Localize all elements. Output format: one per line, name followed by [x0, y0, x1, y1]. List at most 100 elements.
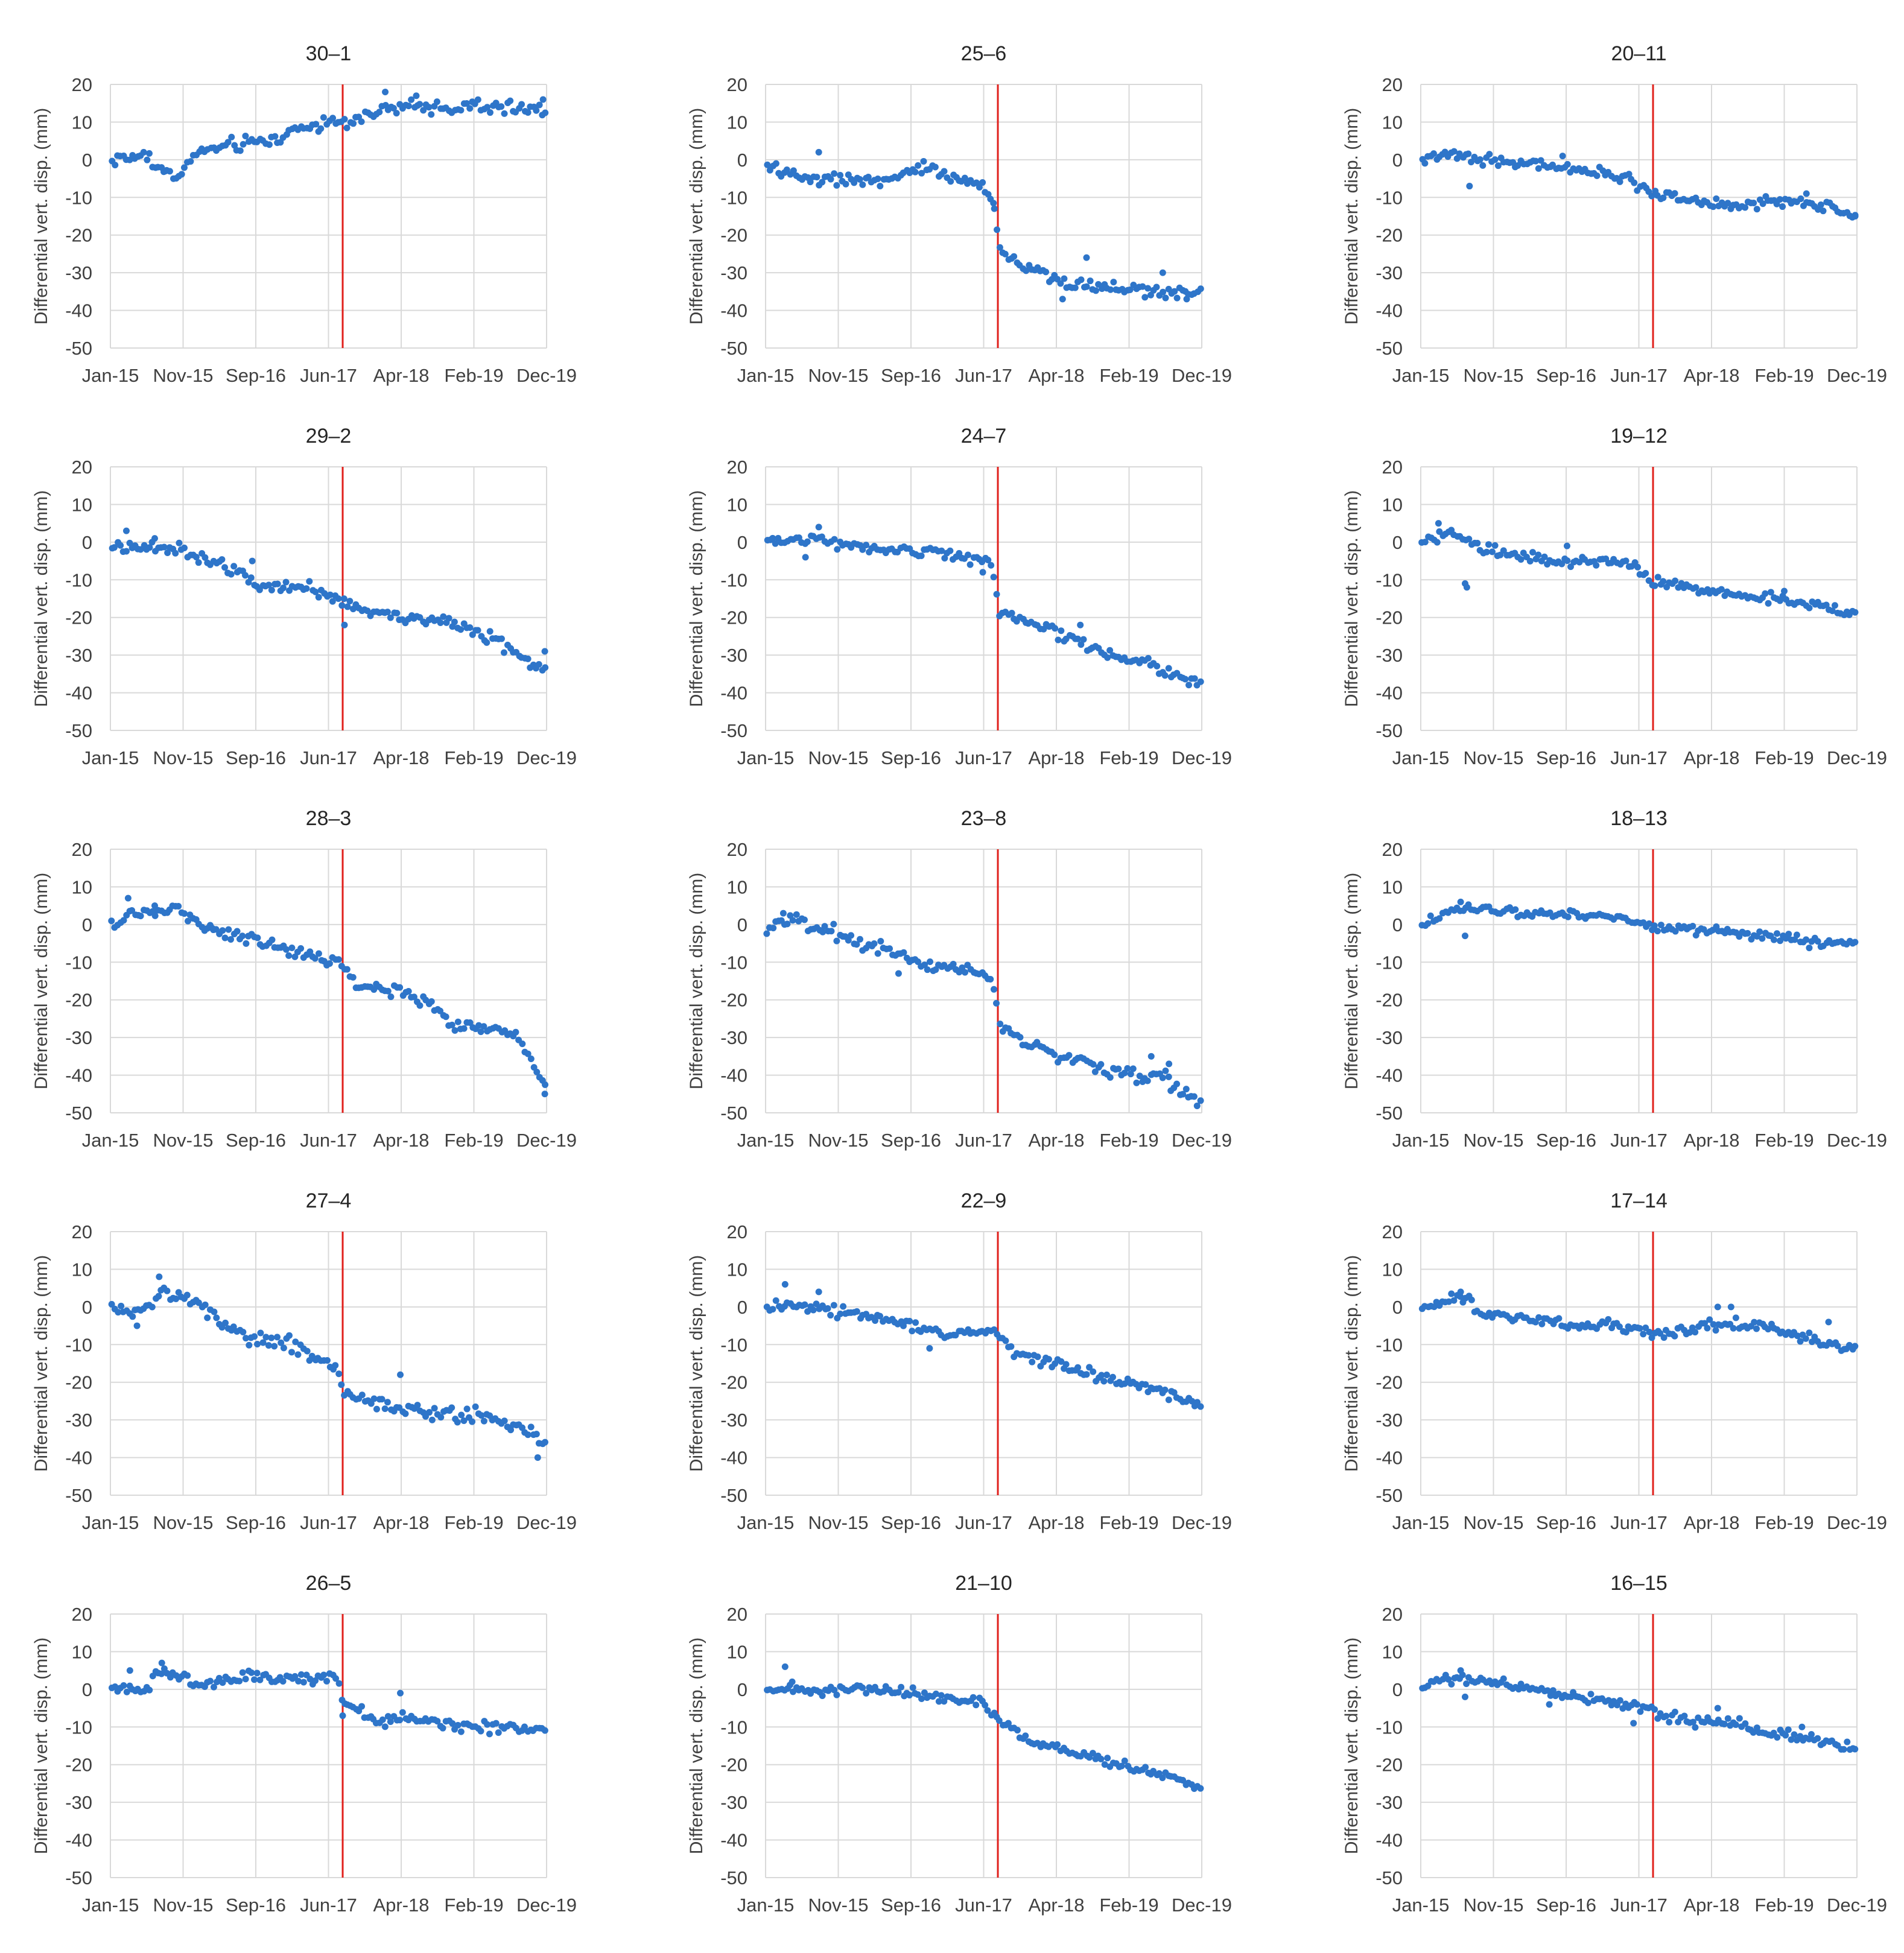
y-tick-label: -40 [65, 1448, 92, 1469]
data-point [172, 549, 179, 557]
data-point-outlier [802, 554, 809, 561]
data-point [312, 1677, 319, 1685]
y-tick-label: -20 [720, 225, 747, 246]
data-point [1058, 1358, 1065, 1365]
data-point-outlier [1457, 898, 1464, 905]
data-point [1491, 156, 1499, 163]
data-point [158, 1670, 165, 1677]
data-point [501, 110, 508, 117]
data-point [1080, 636, 1087, 643]
data-point [440, 613, 447, 620]
data-point-outlier [895, 970, 902, 977]
data-point [173, 1295, 180, 1302]
x-tick-label: Nov-15 [1464, 747, 1524, 768]
data-point [1197, 678, 1204, 685]
data-point [1514, 162, 1522, 169]
data-point [291, 1673, 299, 1680]
data-point [1448, 1680, 1455, 1688]
data-point [804, 1308, 811, 1315]
data-point [837, 1310, 844, 1317]
data-point [387, 1718, 394, 1726]
y-tick-label: -20 [720, 990, 747, 1011]
data-point [783, 166, 790, 173]
data-point [1779, 203, 1786, 210]
data-point [1744, 929, 1751, 937]
data-point-outlier [781, 1280, 789, 1288]
data-point [1622, 557, 1630, 565]
data-point [541, 1727, 548, 1734]
chart-panel-19-12: 19–12 20 10 0 -10 -20 -30 -40 -50 Jan-15 Nov-15 Sep… [1342, 425, 1887, 768]
data-point [448, 1021, 455, 1028]
x-tick-label: Dec-19 [516, 747, 577, 768]
data-point [507, 1426, 515, 1434]
y-axis-label: Differential vert. disp. (mm) [1342, 1638, 1362, 1855]
y-tick-label: 10 [72, 1259, 92, 1280]
data-point [1706, 1316, 1713, 1323]
data-point [1465, 901, 1472, 908]
data-point [1549, 1687, 1557, 1694]
x-tick-label: Dec-19 [516, 365, 577, 386]
data-point [1756, 928, 1763, 935]
scatter-series [109, 88, 549, 182]
data-point-outlier [341, 621, 348, 628]
data-point [1025, 1352, 1032, 1359]
data-point [542, 109, 549, 116]
data-point-outlier [926, 1345, 933, 1352]
x-tick-label: Jun-17 [1610, 1894, 1668, 1916]
data-point [973, 1701, 980, 1709]
x-tick-label: Nov-15 [153, 747, 214, 768]
y-tick-label: -10 [720, 187, 747, 208]
data-point [833, 1691, 840, 1698]
data-point [475, 1022, 483, 1029]
x-tick-label: Nov-15 [1464, 1130, 1524, 1151]
data-point-outlier [1166, 1060, 1173, 1068]
data-point-outlier [124, 894, 132, 902]
data-point [1421, 160, 1429, 167]
data-point [1806, 1329, 1813, 1337]
x-tick-label: Feb-19 [1754, 1894, 1814, 1916]
data-point [129, 907, 136, 914]
data-point [1436, 915, 1443, 922]
data-point [994, 226, 1001, 233]
y-tick-label: 0 [737, 914, 747, 935]
data-point [941, 554, 948, 562]
y-tick-label: -50 [65, 720, 92, 741]
data-point [1141, 294, 1149, 301]
data-point [1750, 1729, 1757, 1736]
y-tick-label: -40 [720, 1448, 747, 1469]
data-point [274, 580, 281, 587]
data-point [1648, 192, 1655, 200]
scatter-series [109, 527, 549, 674]
data-point [1660, 194, 1667, 201]
data-point [335, 595, 342, 602]
data-point [1090, 1368, 1097, 1375]
data-point [1165, 1073, 1172, 1080]
data-point [303, 1347, 311, 1355]
y-tick-label: 20 [72, 457, 92, 478]
x-tick-label: Dec-19 [1827, 747, 1887, 768]
data-point [303, 585, 310, 592]
x-tick-label: Jun-17 [955, 365, 1012, 386]
data-point [1500, 547, 1507, 554]
data-point [137, 913, 144, 920]
x-tick-label: Dec-19 [516, 1130, 577, 1151]
data-point [1014, 1727, 1021, 1734]
x-tick-label: Dec-19 [1827, 365, 1887, 386]
data-point [1651, 922, 1658, 929]
data-point [1051, 1051, 1058, 1059]
data-point [378, 1396, 386, 1403]
chart-panel-23-8: 23–8 20 10 0 -10 -20 -30 -40 -50 Jan-15 Nov-15 Sep-… [687, 807, 1232, 1151]
y-tick-label: 0 [1392, 532, 1403, 553]
data-point [927, 958, 934, 965]
data-point [1179, 1090, 1187, 1098]
data-point [323, 1357, 331, 1364]
data-point [108, 1300, 115, 1308]
data-point [1002, 1337, 1009, 1344]
y-tick-label: -40 [720, 1065, 747, 1086]
data-point [329, 115, 337, 122]
data-point [405, 988, 412, 995]
data-point [990, 986, 997, 993]
data-point [218, 556, 226, 563]
data-point [501, 1417, 508, 1425]
chart-panel-17-14: 17–14 20 10 0 -10 -20 -30 -40 -50 Jan-15 Nov-15 Sep… [1342, 1189, 1887, 1533]
